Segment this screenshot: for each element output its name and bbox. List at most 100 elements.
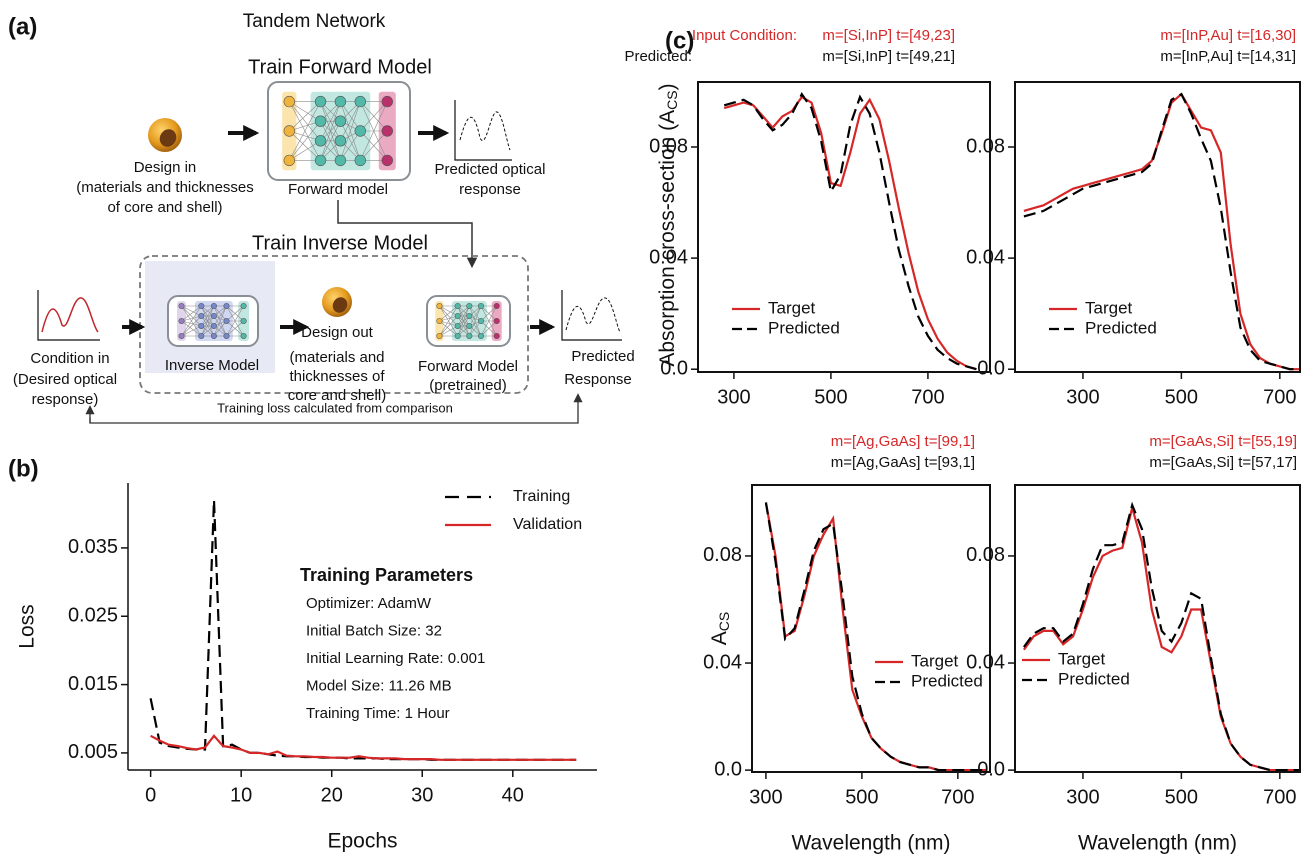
x-axis-label: Wavelength (nm) bbox=[1078, 832, 1237, 855]
y-tick-label: 0.08 bbox=[703, 544, 742, 566]
icon-node bbox=[436, 317, 443, 325]
icon-node bbox=[454, 332, 461, 340]
label: Design in bbox=[134, 159, 197, 176]
plot-frame bbox=[751, 484, 991, 773]
icon-node bbox=[354, 125, 366, 137]
icon-node bbox=[198, 312, 205, 320]
condition-label: m=[Si,InP] t=[49,23] bbox=[822, 27, 955, 44]
y-axis-label: Absorption cross-section (ACS) bbox=[656, 83, 680, 366]
x-tick-label: 700 bbox=[1263, 386, 1296, 408]
mini-plot bbox=[37, 290, 100, 341]
network-icon bbox=[167, 295, 259, 347]
icon-edge bbox=[226, 305, 244, 337]
icon-edge bbox=[181, 315, 202, 337]
series-line bbox=[723, 92, 977, 371]
icon-edge bbox=[289, 101, 321, 122]
icon-node bbox=[210, 332, 217, 340]
icon-edge bbox=[320, 101, 341, 161]
icon-edge bbox=[480, 320, 497, 337]
y-tick-label: 0.08 bbox=[966, 544, 1005, 566]
predicted-prefix: Predicted: bbox=[624, 48, 692, 65]
label: (materials and bbox=[289, 349, 384, 366]
y-tick-label: 0.04 bbox=[966, 246, 1005, 268]
icon-edge bbox=[289, 130, 321, 161]
label: core and shell) bbox=[288, 387, 386, 404]
label: response bbox=[459, 181, 521, 198]
icon-edge bbox=[340, 101, 361, 161]
condition-label: m=[InP,Au] t=[16,30] bbox=[1160, 27, 1296, 44]
panel-label: (b) bbox=[8, 455, 39, 482]
icon-edge bbox=[289, 101, 321, 132]
icon-node bbox=[454, 312, 461, 320]
icon-node bbox=[354, 95, 366, 108]
icon-node bbox=[466, 322, 473, 330]
series-line bbox=[1023, 501, 1300, 772]
icon-node bbox=[334, 154, 347, 167]
x-tick-label: 20 bbox=[321, 784, 343, 806]
icon-node bbox=[240, 302, 247, 310]
y-axis-label-text: ) bbox=[656, 83, 679, 90]
icon-edge bbox=[181, 305, 202, 317]
y-tick-label: 0.08 bbox=[649, 135, 688, 157]
annotation: Optimizer: AdamW bbox=[306, 595, 432, 612]
icon-node bbox=[198, 332, 205, 340]
icon-edge bbox=[340, 121, 361, 161]
y-tick-label: 0.015 bbox=[68, 673, 118, 695]
x-tick-label: 10 bbox=[230, 784, 252, 806]
icon-node bbox=[466, 312, 473, 320]
icon-edge bbox=[181, 315, 202, 322]
legend-label: Target bbox=[911, 651, 959, 670]
x-tick-label: 500 bbox=[1165, 786, 1198, 808]
icon-edge bbox=[480, 305, 497, 337]
icon-edge bbox=[469, 305, 482, 337]
icon-node bbox=[283, 125, 295, 137]
label: response) bbox=[32, 391, 99, 408]
icon-edge bbox=[201, 305, 215, 327]
y-tick-label: 0.0 bbox=[977, 358, 1005, 380]
icon-node bbox=[493, 317, 500, 325]
legend-label: Predicted bbox=[911, 671, 983, 690]
x-tick-label: 300 bbox=[717, 386, 750, 408]
label: (materials and thicknesses bbox=[76, 179, 254, 196]
x-tick-label: 0 bbox=[145, 784, 156, 806]
legend-label: Training bbox=[513, 488, 570, 505]
icon-edge bbox=[201, 305, 215, 337]
icon-node bbox=[198, 322, 205, 330]
icon-edge bbox=[469, 305, 482, 327]
icon-node bbox=[493, 302, 500, 310]
icon-node bbox=[436, 302, 443, 310]
condition-label: m=[GaAs,Si] t=[55,19] bbox=[1149, 433, 1297, 450]
x-tick-label: 300 bbox=[1066, 786, 1099, 808]
y-axis-label-sub: CS bbox=[716, 612, 732, 631]
mini-plot bbox=[454, 100, 512, 161]
icon-edge bbox=[181, 320, 202, 327]
x-tick-label: 700 bbox=[1263, 786, 1296, 808]
icon-edge bbox=[181, 320, 202, 337]
annotation: Model Size: 11.26 MB bbox=[306, 677, 452, 694]
icon-edge bbox=[439, 305, 458, 337]
legend-label: Target bbox=[768, 298, 816, 317]
icon-edge bbox=[226, 305, 244, 322]
icon-node bbox=[178, 302, 185, 310]
icon-edge bbox=[340, 130, 361, 161]
icon-edge bbox=[289, 121, 321, 161]
bead-icon bbox=[322, 287, 352, 317]
icon-edge bbox=[480, 305, 497, 322]
y-tick-label: 0.04 bbox=[649, 246, 688, 268]
icon-node bbox=[223, 317, 230, 325]
y-tick-label: 0.025 bbox=[68, 605, 118, 627]
x-tick-label: 500 bbox=[1165, 386, 1198, 408]
icon-node bbox=[198, 302, 205, 310]
icon-edge bbox=[439, 315, 458, 337]
section-title: Train Forward Model bbox=[248, 56, 432, 78]
icon-edge bbox=[469, 305, 482, 322]
annotation-title: Training Parameters bbox=[300, 565, 473, 585]
icon-node bbox=[477, 317, 485, 325]
x-axis-label: Wavelength (nm) bbox=[791, 832, 950, 855]
panel-label: (c) bbox=[665, 27, 694, 54]
icon-node bbox=[466, 302, 473, 310]
y-axis-label: Loss bbox=[16, 604, 39, 648]
network-icon bbox=[267, 81, 411, 181]
section-title: Train Inverse Model bbox=[252, 232, 428, 254]
diagram-title: Tandem Network bbox=[243, 11, 386, 32]
